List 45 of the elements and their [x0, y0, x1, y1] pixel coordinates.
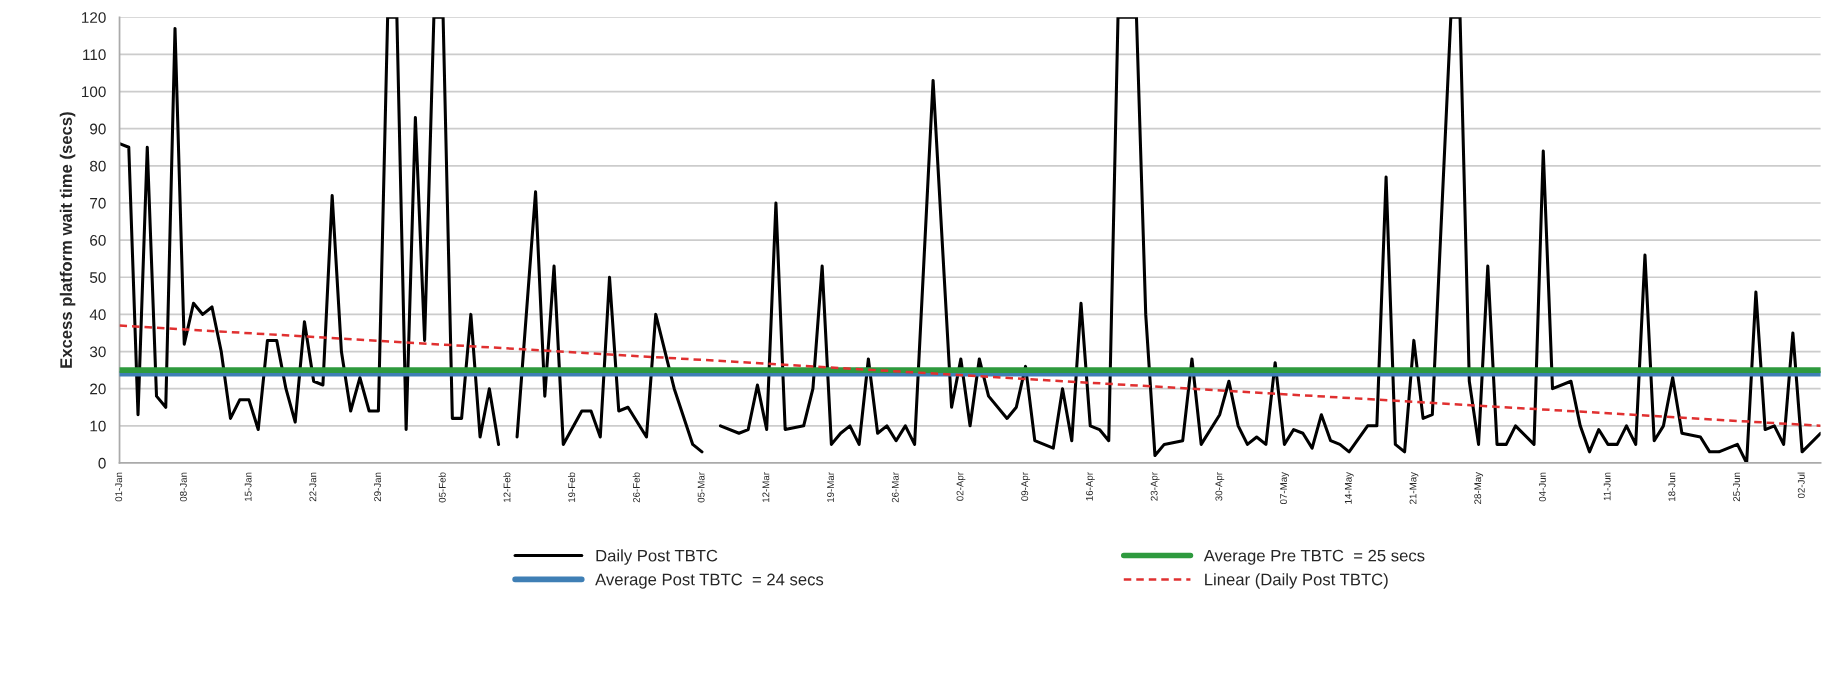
- x-tick-label: 29-Jan: [374, 472, 381, 502]
- legend-label: Daily Post TBTC: [596, 549, 718, 565]
- x-tick-label: 12-Feb: [503, 472, 511, 503]
- x-tick-label: 04-Jun: [1538, 472, 1546, 502]
- x-tick-label: 11-Jun: [1603, 472, 1611, 501]
- y-tick-label: 120: [82, 12, 106, 23]
- x-tick-label: 02-Jul: [1797, 472, 1805, 499]
- y-tick-label: 10: [90, 420, 106, 432]
- x-tick-label: 26-Mar: [891, 472, 899, 503]
- x-tick-label: 23-Apr: [1150, 472, 1160, 501]
- y-tick-label: 40: [89, 309, 106, 321]
- y-tick-label: 80: [90, 160, 106, 172]
- x-tick-label: 08-Jan: [179, 472, 187, 502]
- x-tick-label: 15-Jan: [244, 472, 252, 501]
- y-tick-label: 90: [90, 123, 106, 135]
- x-tick-label: 30-Apr: [1215, 472, 1225, 501]
- y-tick-label: 50: [89, 272, 106, 283]
- y-tick-label: 60: [90, 234, 106, 246]
- x-tick-label: 19-Feb: [568, 472, 576, 503]
- x-tick-label: 14-May: [1344, 472, 1354, 504]
- x-tick-label: 05-Feb: [438, 472, 446, 503]
- y-tick-label: 20: [90, 383, 106, 395]
- x-tick-label: 19-Mar: [827, 472, 835, 503]
- y-tick-label: 70: [90, 197, 106, 209]
- x-tick-label: 28-May: [1474, 472, 1484, 504]
- y-tick-label: 100: [82, 86, 106, 98]
- x-tick-label: 07-May: [1280, 472, 1289, 505]
- x-tick-label: 02-Apr: [956, 472, 966, 501]
- y-tick-label: 110: [83, 49, 106, 61]
- x-tick-label: 05-Mar: [697, 472, 705, 503]
- x-tick-label: 25-Jun: [1733, 472, 1741, 502]
- y-axis-title: Excess platform wait time (secs): [59, 112, 76, 368]
- x-tick-label: 12-Mar: [762, 472, 770, 503]
- x-tick-label: 21-May: [1409, 472, 1419, 504]
- legend-label: Average Post TBTC = 24 secs: [595, 573, 824, 589]
- x-tick-label: 18-Jun: [1668, 472, 1676, 501]
- y-tick-label: 0: [98, 457, 106, 469]
- legend-label: Average Pre TBTC = 25 secs: [1203, 549, 1425, 565]
- x-tick-label: 09-Apr: [1021, 472, 1031, 501]
- legend-label: Linear (Daily Post TBTC): [1205, 573, 1388, 589]
- y-tick-label: 30: [89, 346, 106, 358]
- x-tick-label: 22-Jan: [309, 472, 317, 502]
- x-tick-label: 01-Jan: [115, 472, 123, 502]
- x-tick-label: 26-Feb: [632, 472, 640, 503]
- x-tick-label: 16-Apr: [1085, 472, 1095, 501]
